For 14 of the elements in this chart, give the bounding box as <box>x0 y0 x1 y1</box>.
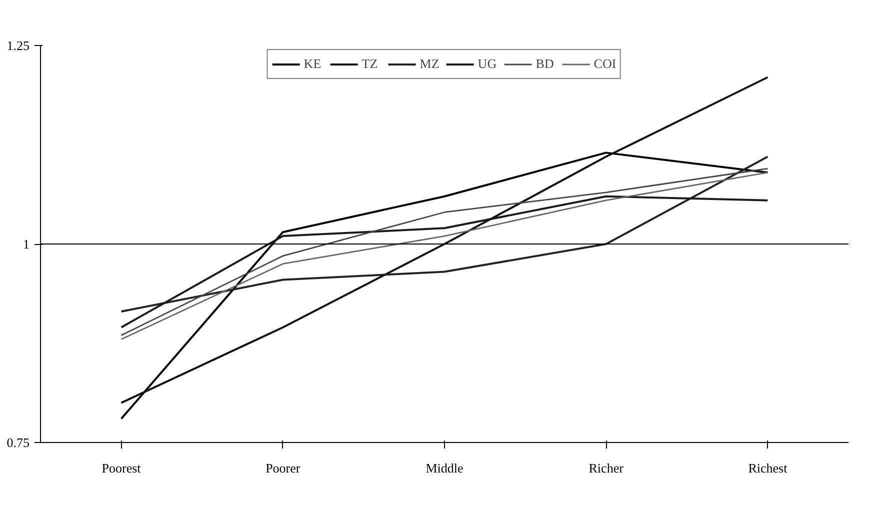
legend-label: COI <box>594 56 616 72</box>
x-tick-label: Richest <box>748 460 788 476</box>
y-tick-label: 0.75 <box>6 435 30 450</box>
x-tick-label: Middle <box>426 460 464 476</box>
x-tick-label: Poorer <box>266 460 301 476</box>
x-tick-label: Poorest <box>102 460 142 476</box>
legend-label: KE <box>304 56 322 72</box>
y-tick-label: 1.25 <box>6 38 30 53</box>
legend-label: UG <box>478 56 498 72</box>
legend-label: BD <box>536 56 555 72</box>
legend-label: TZ <box>362 56 379 72</box>
y-tick-label: 1 <box>23 236 30 252</box>
x-tick-label: Richer <box>588 460 624 476</box>
legend-label: MZ <box>420 56 440 72</box>
